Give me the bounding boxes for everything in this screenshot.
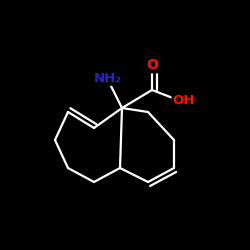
Text: O: O: [146, 58, 158, 72]
Text: NH₂: NH₂: [94, 72, 122, 85]
Text: OH: OH: [173, 94, 195, 106]
